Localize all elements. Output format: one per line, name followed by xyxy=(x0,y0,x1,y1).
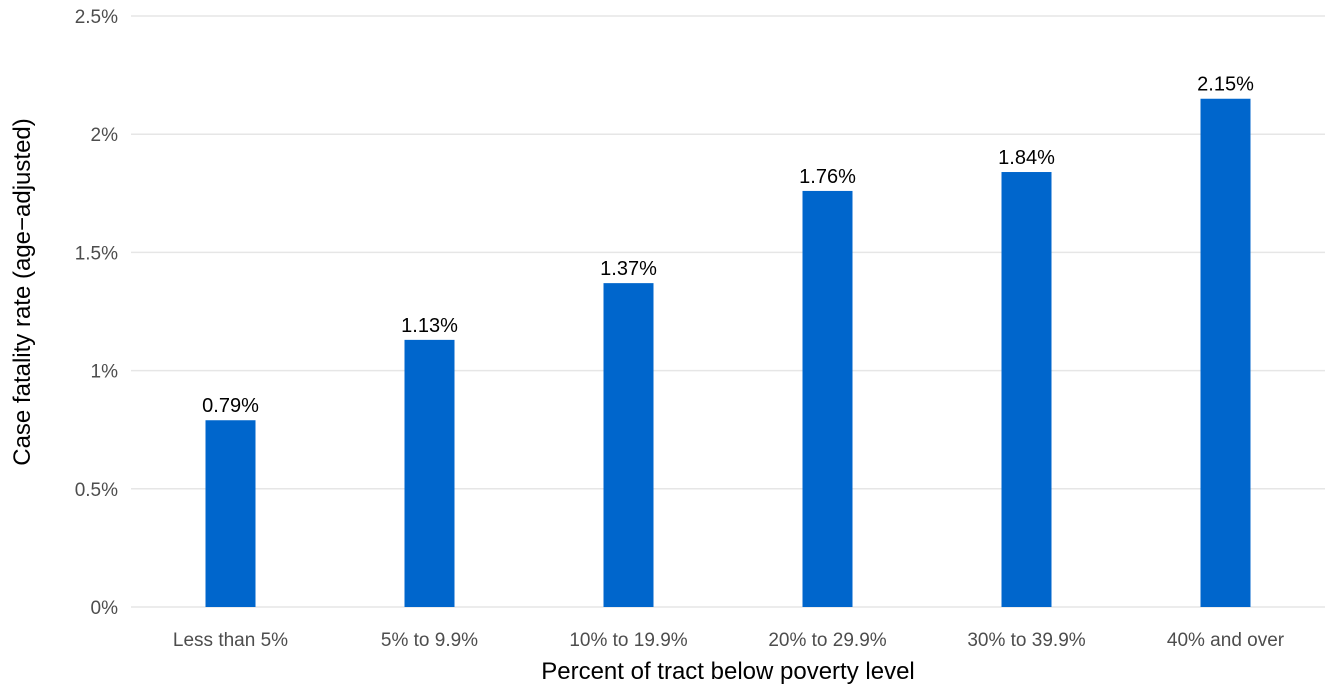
bar-value-label: 0.79% xyxy=(202,395,259,417)
bar xyxy=(205,420,256,607)
x-tick-label: 20% to 29.9% xyxy=(768,630,886,651)
y-axis-ticks: 0% 0.5% 1% 1.5% 2% 2.5% xyxy=(75,7,118,619)
bar xyxy=(802,190,853,607)
bar-value-label: 1.37% xyxy=(600,258,657,280)
bars xyxy=(205,98,1251,608)
gridlines xyxy=(131,15,1325,608)
x-tick-label: 10% to 19.9% xyxy=(569,630,687,651)
bar xyxy=(1001,172,1052,608)
bar xyxy=(404,339,455,607)
y-tick-label: 1.5% xyxy=(75,243,118,264)
y-tick-label: 1% xyxy=(91,362,119,383)
data-labels: 0.79% 1.13% 1.37% 1.76% 1.84% 2.15% xyxy=(202,74,1254,418)
bar-value-label: 1.76% xyxy=(799,166,856,188)
x-tick-label: 30% to 39.9% xyxy=(967,630,1085,651)
x-tick-label: Less than 5% xyxy=(173,630,288,651)
bar xyxy=(603,283,654,607)
y-tick-label: 0.5% xyxy=(75,480,118,501)
bar-value-label: 1.13% xyxy=(401,315,458,337)
x-axis-title: Percent of tract below poverty level xyxy=(541,658,915,685)
bar-value-label: 2.15% xyxy=(1197,74,1254,96)
y-tick-label: 2.5% xyxy=(75,7,118,28)
x-tick-label: 5% to 9.9% xyxy=(381,630,478,651)
x-tick-label: 40% and over xyxy=(1167,630,1285,651)
y-tick-label: 2% xyxy=(91,125,119,146)
x-axis-ticks: Less than 5% 5% to 9.9% 10% to 19.9% 20% to… xyxy=(173,630,1285,651)
y-axis-title: Case fatality rate (age−adjusted) xyxy=(9,118,36,466)
y-tick-label: 0% xyxy=(91,598,119,619)
bar xyxy=(1200,98,1251,608)
bar-value-label: 1.84% xyxy=(998,147,1055,169)
